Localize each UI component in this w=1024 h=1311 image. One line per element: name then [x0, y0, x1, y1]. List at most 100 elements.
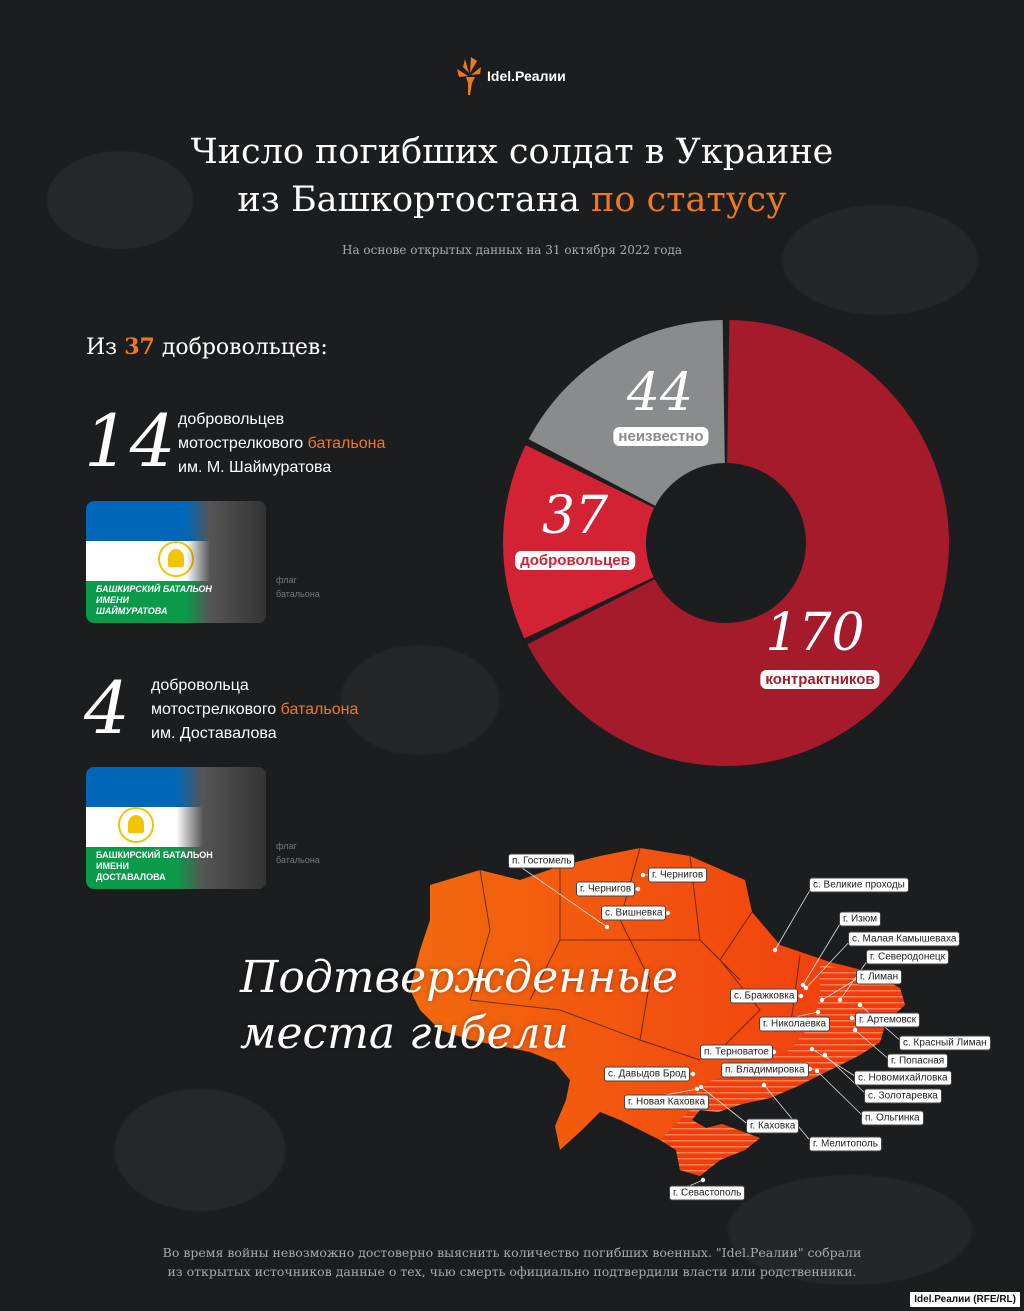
credit: Idel.Реалии (RFE/RL): [910, 1292, 1020, 1307]
place-label: г. Артемовск: [855, 1012, 921, 1028]
location-dot: [857, 1002, 863, 1008]
location-dot: [809, 1046, 815, 1052]
desc-accent: батальона: [280, 701, 359, 718]
intro-prefix: Из: [86, 335, 118, 360]
title-accent: по статусу: [591, 180, 787, 220]
map-title-line: места гибели: [240, 1008, 569, 1059]
location-dot: [837, 997, 843, 1003]
portrait-image: [186, 501, 266, 623]
brand-name: Idel.Реалии: [487, 68, 566, 84]
segment-label: добровольцев: [515, 551, 635, 570]
location-dot: [700, 1177, 706, 1183]
location-dot: [694, 1086, 700, 1092]
group-count: 4: [84, 666, 130, 750]
leader-line: [816, 1070, 866, 1119]
location-dot: [819, 997, 825, 1003]
leader-line: [811, 1048, 859, 1079]
place-label: с. Давыдов Брод: [604, 1066, 691, 1082]
place-label: г. Каховка: [746, 1118, 800, 1134]
leader-line: [854, 1029, 892, 1062]
title-plain: из Башкортостана: [237, 180, 580, 220]
place-label: г. Новая Каховка: [624, 1094, 710, 1110]
battalion-flag-shaimuratov: Башкирский батальон имени Шаймуратова: [86, 501, 266, 623]
segment-value: 44: [626, 363, 694, 423]
donut-segment-0: [527, 320, 949, 767]
logo: Idel.Реалии: [455, 55, 566, 97]
place-label: с. Малая Камышеваха: [848, 931, 961, 947]
place-label: г. Лиман: [856, 969, 903, 985]
location-dot: [800, 982, 806, 988]
leader-line: [805, 938, 853, 989]
place-label: п. Гостомель: [508, 853, 576, 869]
location-dot: [815, 1009, 821, 1015]
flag-text: Башкирский батальон имени Шаймуратова: [96, 584, 212, 616]
leader-line: [763, 1084, 814, 1145]
leader-line: [511, 860, 608, 928]
location-dot: [635, 886, 641, 892]
location-dot: [771, 1049, 777, 1055]
location-dot: [665, 910, 671, 916]
desc-line: добровольцев: [178, 411, 285, 428]
map-title-line: Подтвержденные: [240, 952, 679, 1003]
donut-segment-1: [502, 445, 655, 639]
flag-caption: флаг батальона: [276, 575, 320, 599]
segment-value: 37: [541, 486, 609, 546]
group-description: добровольцев мотострелкового батальона и…: [178, 408, 385, 480]
segment-label: контрактников: [760, 670, 880, 689]
ukraine-territory: [410, 848, 905, 1176]
page-title: Число погибших солдат в Украине из Башко…: [0, 128, 1024, 224]
desc-line: им. Доставалова: [151, 725, 277, 742]
place-label: г. Попасная: [887, 1053, 949, 1069]
place-label: с. Бражковка: [730, 988, 799, 1004]
flag-caption: флаг батальона: [276, 841, 320, 865]
location-dot: [798, 993, 804, 999]
location-dot: [803, 985, 809, 991]
desc-plain: мотострелкового: [151, 701, 277, 718]
location-dot: [822, 1052, 828, 1058]
place-label: п. Владимировка: [721, 1062, 809, 1078]
portrait-image: [176, 767, 266, 889]
segment-value: 170: [765, 603, 865, 663]
location-dot: [690, 1071, 696, 1077]
leader-line: [839, 956, 871, 1001]
donut-chart: [502, 320, 949, 767]
leader-line: [821, 976, 861, 1001]
title-line-2: из Башкортостана по статусу: [0, 176, 1024, 224]
intro-suffix: добровольцев:: [161, 335, 328, 360]
desc-line: мотострелкового батальона: [151, 698, 358, 722]
leader-line: [802, 918, 844, 986]
title-line-1: Число погибших солдат в Украине: [190, 132, 834, 172]
location-dot: [852, 1027, 858, 1033]
flag-text: Башкирский батальон имени Доставалова: [96, 850, 213, 882]
location-dot: [761, 1082, 767, 1088]
place-label: п. Терноватое: [700, 1044, 773, 1060]
place-label: г. Николаевка: [759, 1016, 831, 1032]
intro-number: 37: [124, 334, 155, 360]
kurai-flower-emblem-icon: [118, 807, 154, 843]
segment-label: неизвестно: [613, 427, 709, 446]
desc-line: мотострелкового батальона: [178, 432, 385, 456]
location-dot: [849, 1015, 855, 1021]
leader-line: [700, 1086, 751, 1127]
desc-line: добровольца: [151, 677, 249, 694]
place-label: с. Новомихайловка: [854, 1070, 952, 1086]
desc-accent: батальона: [307, 435, 386, 452]
place-label: г. Мелитополь: [809, 1136, 882, 1152]
place-label: с. Золотаревка: [864, 1088, 942, 1104]
place-label: г. Изюм: [839, 911, 882, 927]
leader-line: [774, 884, 814, 951]
leader-line: [824, 1054, 869, 1097]
desc-line: им. М. Шаймуратова: [178, 459, 332, 476]
location-dot: [807, 1066, 813, 1072]
location-dot: [772, 947, 778, 953]
map-title: Подтвержденные места гибели: [240, 950, 678, 1062]
place-label: г. Севастополь: [669, 1185, 746, 1201]
place-label: г. Северодонецк: [866, 949, 950, 965]
place-label: с. Вишневка: [601, 905, 667, 921]
torch-logo-icon: [457, 57, 481, 95]
location-dot: [814, 1068, 820, 1074]
battalion-flag-dostavalov: Башкирский батальон имени Доставалова: [86, 767, 266, 889]
subtitle: На основе открытых данных на 31 октября …: [342, 243, 682, 257]
place-label: г. Чернигов: [576, 881, 636, 897]
desc-plain: мотострелкового: [178, 435, 304, 452]
